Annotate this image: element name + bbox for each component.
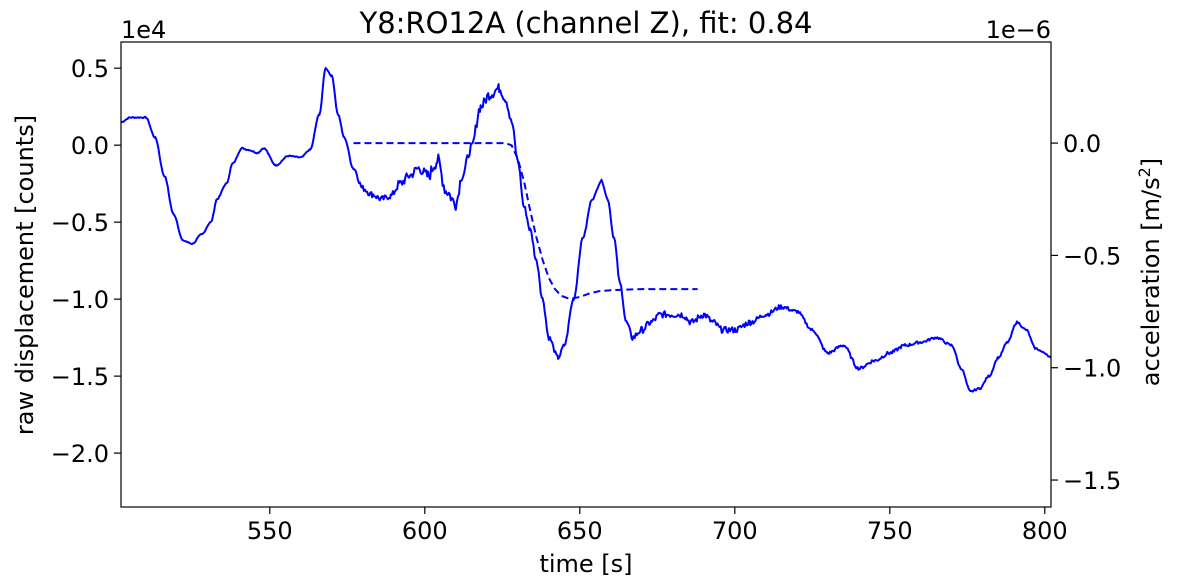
y-axis-right-label-main: acceleration [m/s: [1137, 177, 1165, 386]
chart-title: Y8:RO12A (channel Z), fit: 0.84: [359, 6, 813, 40]
y-left-tick-label: 0.0: [71, 132, 109, 160]
y-left-tick-label: −0.5: [51, 209, 109, 237]
y-left-tick-label: −2.0: [51, 440, 109, 468]
plot-background: [121, 42, 1051, 507]
y-right-tick-label: −0.5: [1063, 242, 1121, 270]
series-layer: [120, 67, 1052, 393]
plot-frame: [120, 41, 1052, 508]
x-axis: 550 600 650 700 750 800: [247, 507, 1068, 545]
x-tick-label: 700: [712, 517, 758, 545]
x-tick-label: 750: [867, 517, 913, 545]
displacement-line: [120, 67, 1052, 393]
x-axis-label: time [s]: [539, 550, 632, 578]
y-axis-right-label-sup: 2: [1135, 167, 1154, 177]
y-axis-right-label: acceleration [m/s2]: [1135, 158, 1165, 386]
x-tick-label: 650: [557, 517, 603, 545]
y-left-tick-label: 0.5: [71, 55, 109, 83]
x-tick-label: 600: [402, 517, 448, 545]
y-axis-left-label: raw displacement [counts]: [11, 115, 39, 435]
y-axis-right: 0.0 −0.5 −1.0 −1.5: [1051, 130, 1121, 495]
y-left-tick-label: −1.5: [51, 363, 109, 391]
y-right-tick-label: −1.5: [1063, 467, 1121, 495]
y-right-tick-label: −1.0: [1063, 355, 1121, 383]
y-axis-left-offset: 1e4: [121, 16, 166, 44]
y-right-tick-label: 0.0: [1063, 130, 1101, 158]
y-axis-left: 0.5 0.0 −0.5 −1.0 −1.5 −2.0: [51, 55, 121, 468]
y-axis-right-label-end: ]: [1137, 158, 1165, 167]
fit-line: [353, 142, 698, 300]
x-tick-label: 550: [247, 517, 293, 545]
x-tick-label: 800: [1022, 517, 1068, 545]
y-axis-right-offset: 1e−6: [986, 16, 1051, 44]
y-left-tick-label: −1.0: [51, 286, 109, 314]
